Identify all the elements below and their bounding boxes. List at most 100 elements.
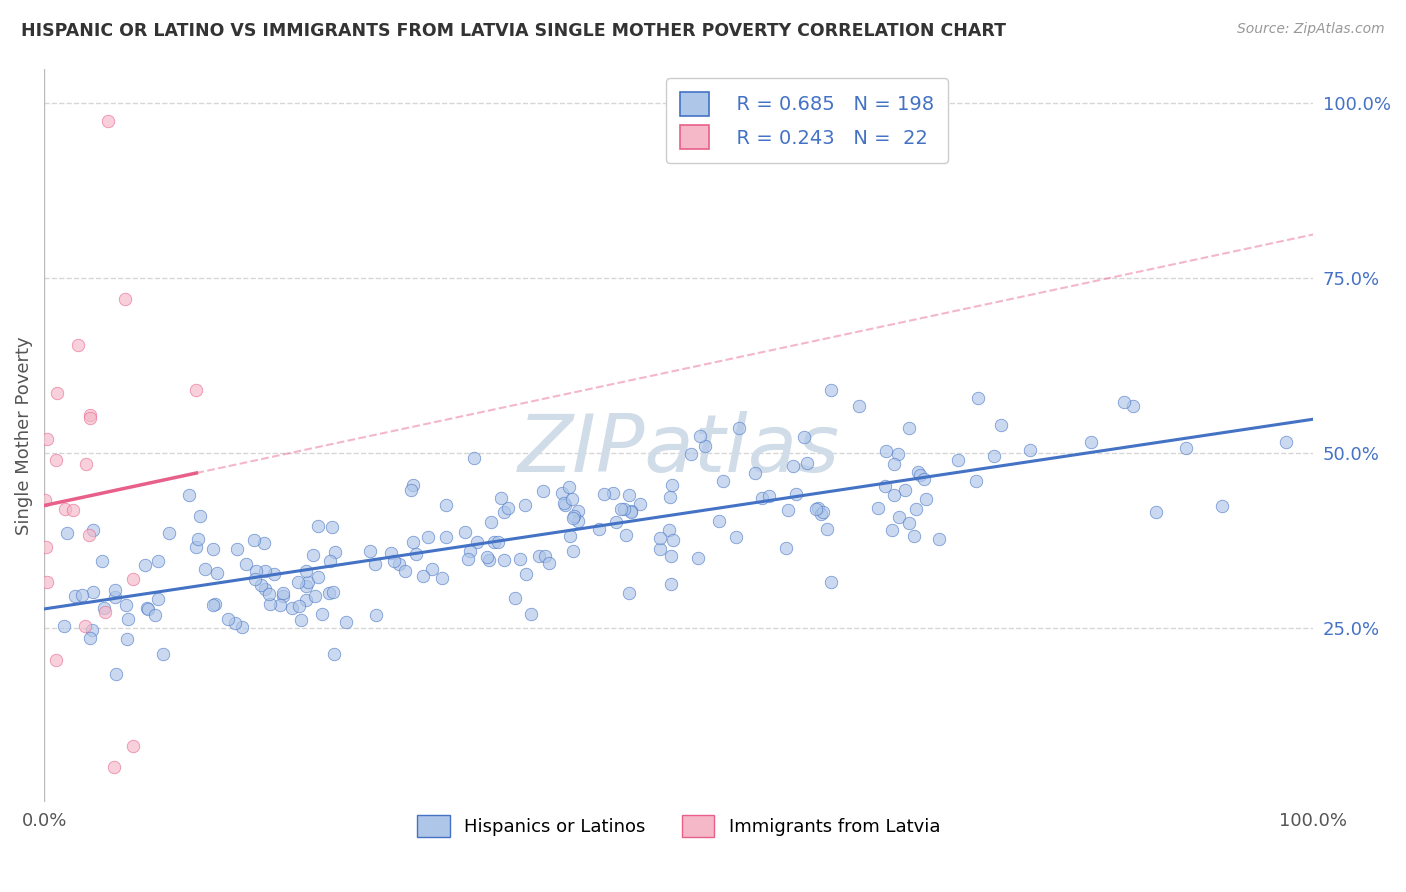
Point: [136, 601, 159, 615]
Point: [967, 391, 990, 405]
Point: [810, 507, 832, 521]
Point: [620, 504, 643, 518]
Point: [866, 500, 889, 515]
Point: [91, 554, 114, 568]
Point: [617, 586, 640, 600]
Point: [323, 647, 346, 661]
Point: [177, 488, 200, 502]
Point: [965, 475, 987, 489]
Point: [103, 760, 125, 774]
Point: [463, 450, 485, 465]
Point: [883, 488, 905, 502]
Point: [658, 524, 681, 538]
Point: [1122, 399, 1144, 413]
Point: [793, 430, 815, 444]
Point: [93, 601, 115, 615]
Point: [894, 483, 917, 498]
Point: [628, 497, 651, 511]
Point: [990, 417, 1012, 432]
Point: [659, 576, 682, 591]
Point: [273, 589, 295, 603]
Point: [562, 509, 585, 524]
Point: [946, 452, 969, 467]
Point: [194, 562, 217, 576]
Point: [538, 556, 561, 570]
Point: [148, 592, 170, 607]
Point: [322, 584, 344, 599]
Point: [520, 607, 543, 621]
Point: [204, 597, 226, 611]
Point: [751, 491, 773, 505]
Point: [73, 619, 96, 633]
Point: [46, 386, 69, 401]
Point: [454, 524, 477, 539]
Point: [561, 492, 583, 507]
Point: [35, 540, 58, 554]
Point: [436, 530, 458, 544]
Point: [186, 384, 208, 398]
Point: [619, 488, 641, 502]
Point: [681, 447, 703, 461]
Point: [250, 578, 273, 592]
Point: [319, 554, 342, 568]
Point: [887, 447, 910, 461]
Point: [55, 526, 77, 541]
Point: [907, 466, 929, 480]
Point: [908, 468, 931, 483]
Point: [880, 523, 903, 537]
Point: [335, 615, 357, 629]
Point: [287, 599, 309, 613]
Point: [457, 552, 479, 566]
Point: [104, 667, 127, 681]
Point: [79, 528, 101, 542]
Point: [778, 503, 800, 517]
Point: [811, 505, 834, 519]
Point: [121, 572, 143, 586]
Point: [1018, 443, 1040, 458]
Point: [658, 490, 681, 504]
Point: [897, 516, 920, 530]
Point: [245, 564, 267, 578]
Point: [263, 567, 285, 582]
Point: [887, 509, 910, 524]
Point: [34, 493, 56, 508]
Point: [515, 566, 537, 581]
Point: [661, 478, 683, 492]
Point: [725, 530, 748, 544]
Point: [620, 505, 643, 519]
Point: [35, 432, 58, 446]
Point: [609, 502, 631, 516]
Point: [489, 491, 512, 505]
Point: [785, 487, 807, 501]
Point: [271, 586, 294, 600]
Point: [366, 607, 388, 622]
Point: [648, 541, 671, 556]
Point: [562, 511, 585, 525]
Point: [202, 541, 225, 556]
Point: [509, 552, 531, 566]
Point: [567, 514, 589, 528]
Point: [231, 620, 253, 634]
Point: [301, 548, 323, 562]
Point: [848, 399, 870, 413]
Point: [243, 533, 266, 547]
Point: [1080, 434, 1102, 449]
Point: [148, 554, 170, 568]
Point: [259, 598, 281, 612]
Point: [689, 429, 711, 443]
Point: [290, 614, 312, 628]
Point: [104, 590, 127, 604]
Point: [226, 542, 249, 557]
Point: [82, 585, 104, 599]
Point: [62, 502, 84, 516]
Point: [420, 562, 443, 576]
Point: [561, 544, 583, 558]
Point: [254, 582, 277, 596]
Point: [605, 515, 627, 529]
Text: HISPANIC OR LATINO VS IMMIGRANTS FROM LATVIA SINGLE MOTHER POVERTY CORRELATION C: HISPANIC OR LATINO VS IMMIGRANTS FROM LA…: [21, 22, 1007, 40]
Point: [430, 571, 453, 585]
Point: [323, 545, 346, 559]
Point: [711, 475, 734, 489]
Point: [294, 564, 316, 578]
Point: [531, 483, 554, 498]
